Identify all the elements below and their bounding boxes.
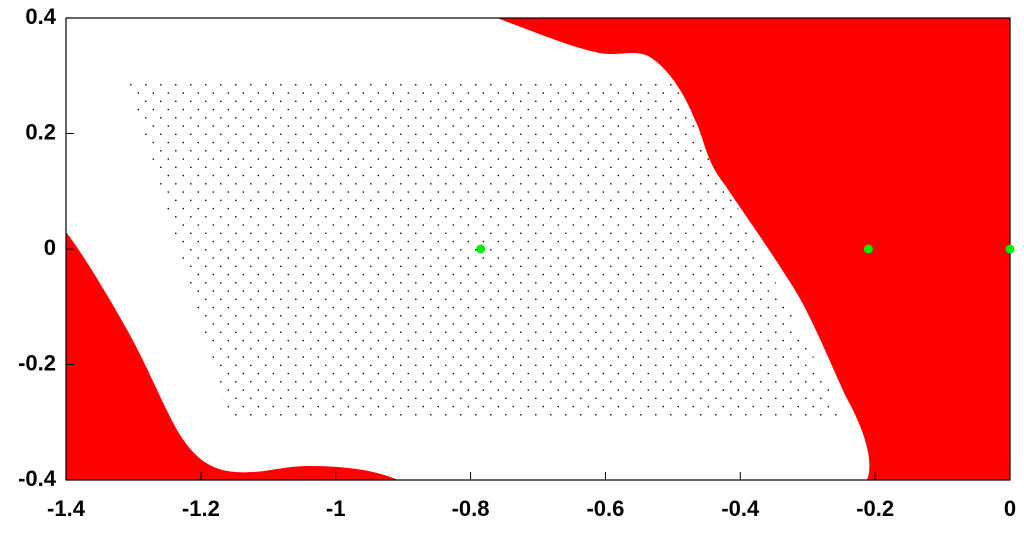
red-region bbox=[497, 18, 1010, 480]
y-tick-label: 0.2 bbox=[25, 119, 56, 144]
regions bbox=[66, 18, 1010, 480]
x-tick-label: -0.8 bbox=[452, 496, 490, 521]
red-region bbox=[66, 232, 398, 480]
y-tick-label: 0.4 bbox=[25, 4, 56, 29]
y-tick-label: -0.2 bbox=[18, 350, 56, 375]
point bbox=[476, 244, 486, 254]
x-tick-label: -1.4 bbox=[47, 496, 86, 521]
x-tick-label: -0.6 bbox=[586, 496, 624, 521]
x-tick-label: 0 bbox=[1004, 496, 1016, 521]
dot-lattice bbox=[127, 82, 844, 417]
y-tick-label: 0 bbox=[44, 235, 56, 260]
x-tick-label: -0.4 bbox=[721, 496, 760, 521]
x-tick-label: -0.2 bbox=[856, 496, 894, 521]
point bbox=[1005, 244, 1015, 254]
x-tick-label: -1 bbox=[326, 496, 346, 521]
x-tick-label: -1.2 bbox=[182, 496, 220, 521]
point bbox=[863, 244, 873, 254]
y-tick-label: -0.4 bbox=[18, 466, 57, 491]
